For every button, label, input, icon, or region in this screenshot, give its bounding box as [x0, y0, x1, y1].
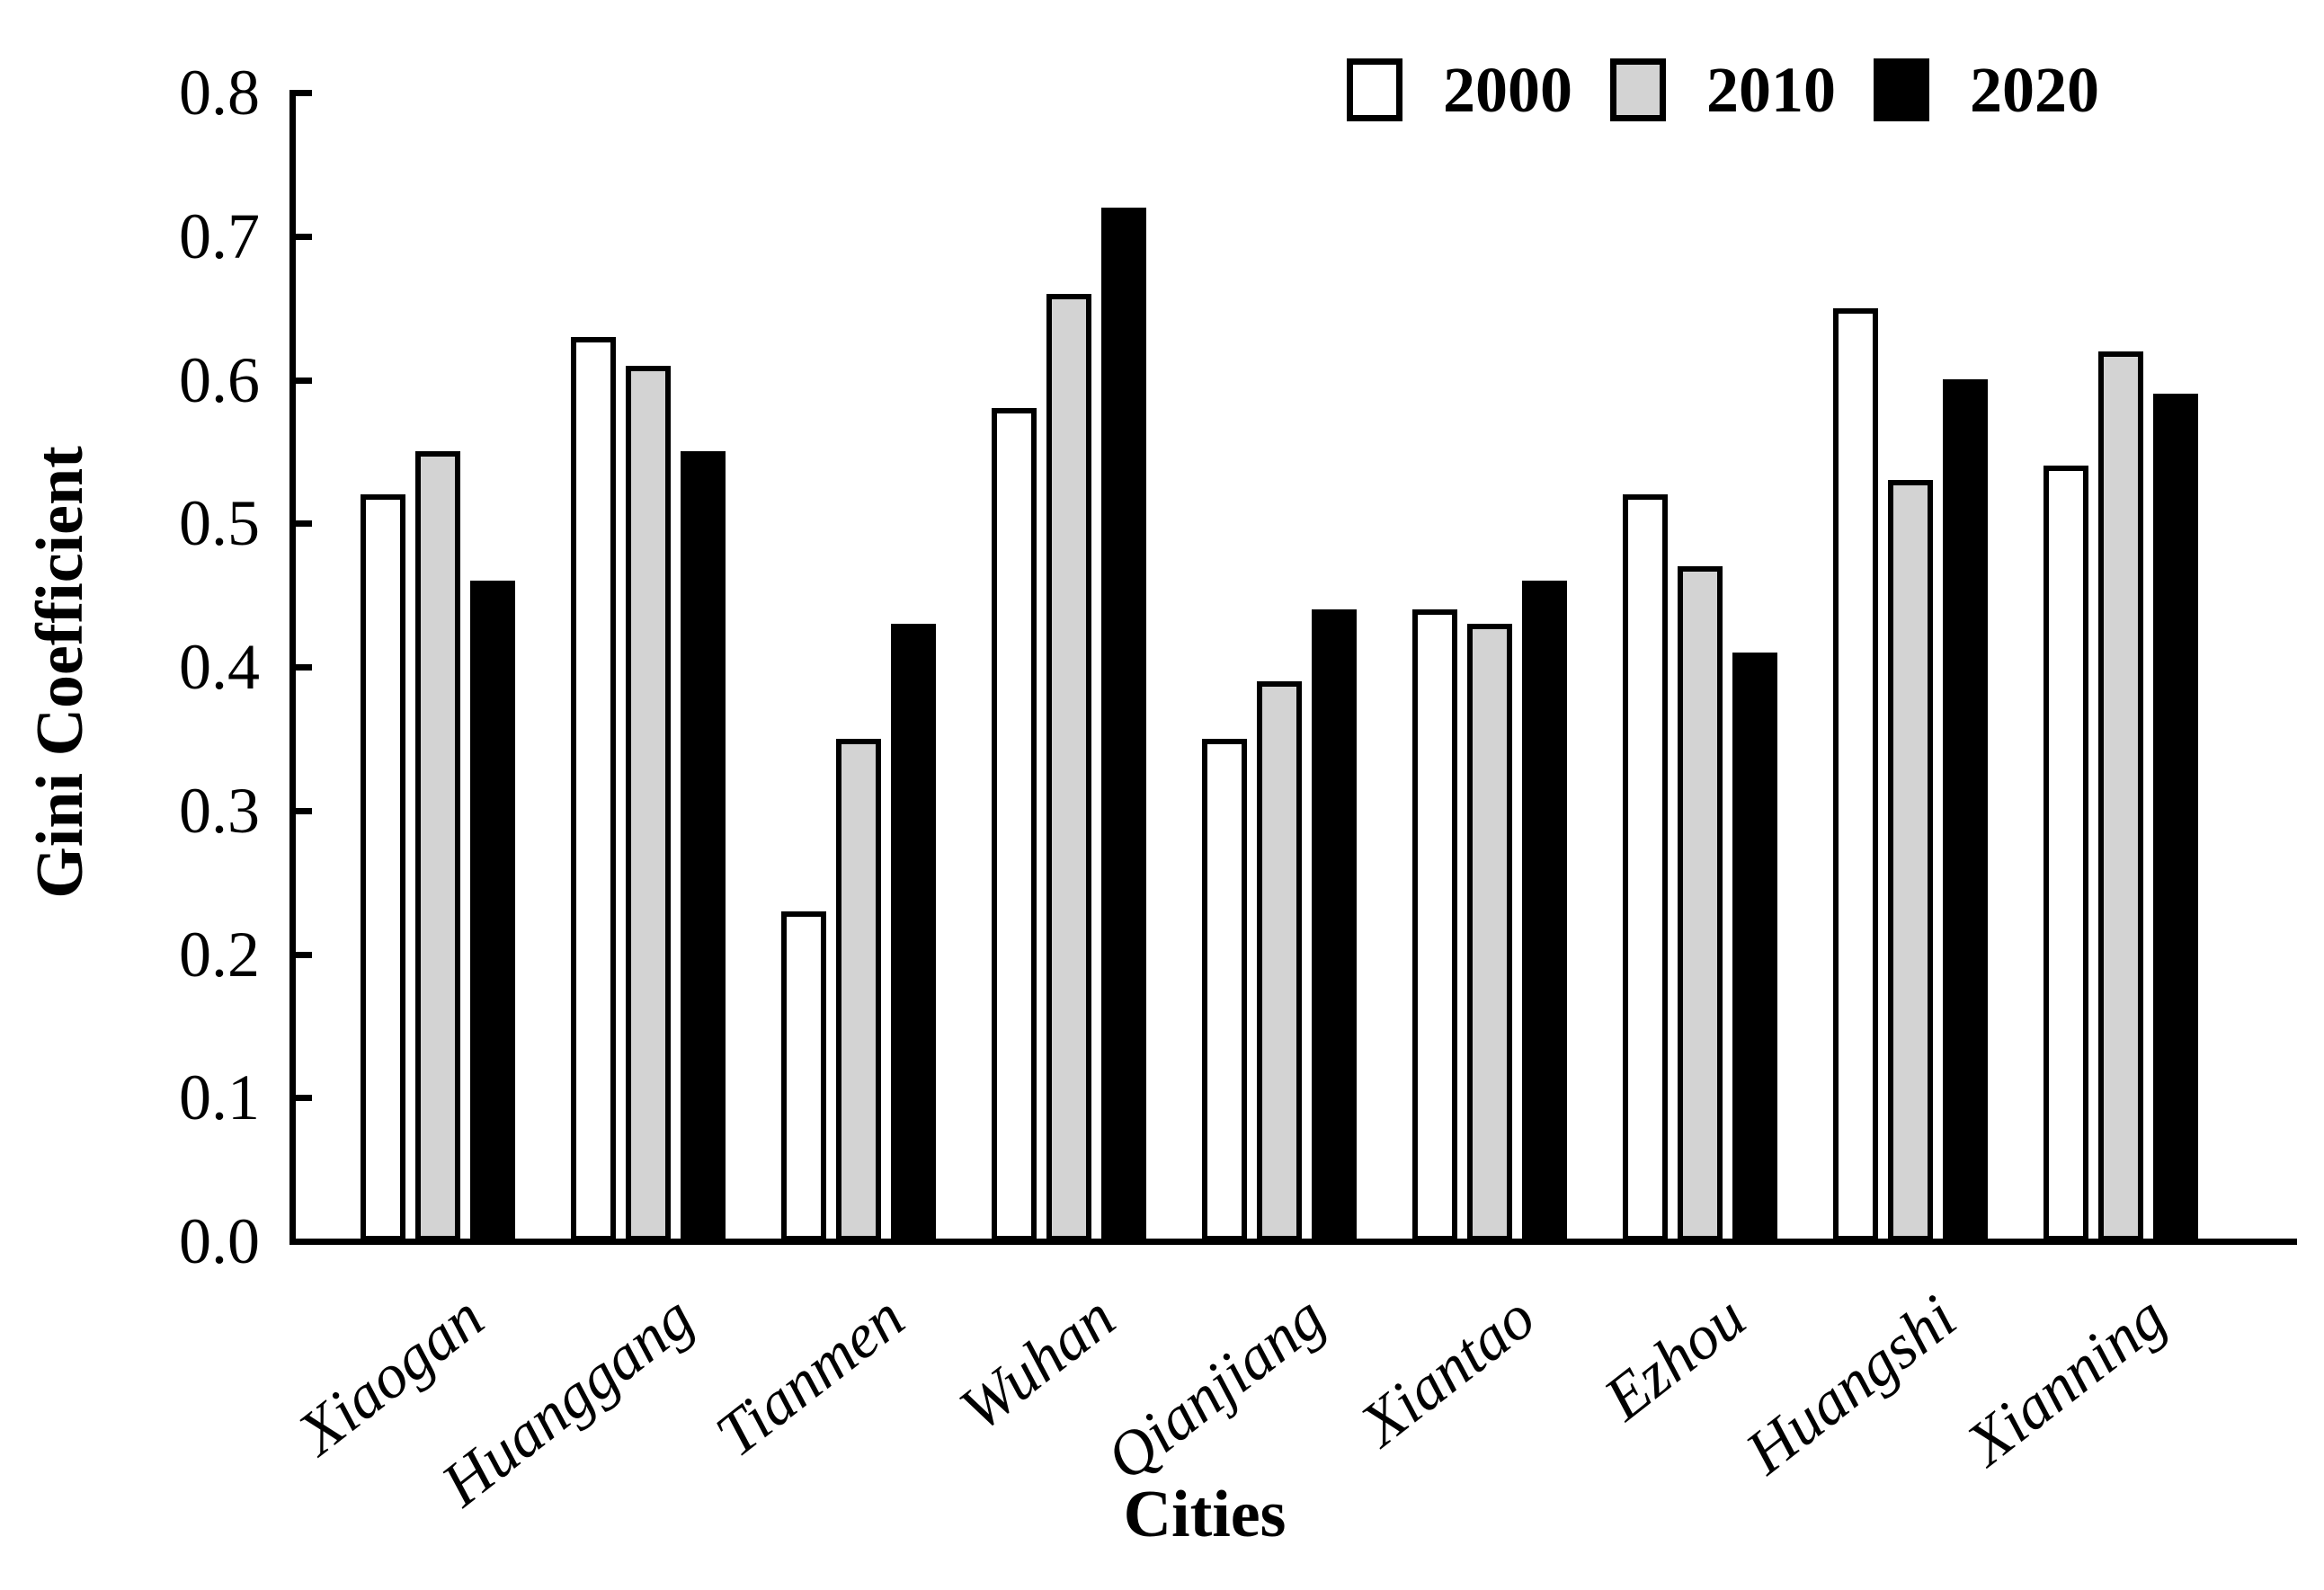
x-tick-label-ezhou: Ezhou — [1591, 1282, 1759, 1435]
bar-qianjiang-2000 — [1202, 739, 1247, 1241]
bar-xianning-2020 — [2153, 394, 2198, 1241]
x-tick-label-wuhan: Wuhan — [947, 1282, 1127, 1445]
bar-huangshi-2000 — [1833, 308, 1878, 1241]
x-tick-label-huangshi: Huangshi — [1733, 1282, 1969, 1488]
bar-wuhan-2020 — [1101, 208, 1146, 1241]
legend-item-2010: 2010 — [1610, 58, 1836, 122]
y-tick-mark — [296, 233, 312, 240]
y-tick-mark — [296, 1239, 312, 1245]
bar-huanggang-2020 — [681, 451, 726, 1241]
legend-swatch-2010 — [1610, 58, 1666, 121]
y-tick-label: 0.6 — [179, 343, 260, 416]
y-tick-mark — [296, 520, 312, 528]
y-tick-label: 0.2 — [179, 918, 260, 990]
x-tick-label-xianning: Xianning — [1954, 1282, 2179, 1479]
bar-huangshi-2020 — [1943, 379, 1988, 1241]
x-tick-label-tianmen: Tianmen — [703, 1282, 917, 1470]
legend-label-2000: 2000 — [1443, 54, 1572, 126]
y-tick-mark — [296, 951, 312, 958]
y-tick-label: 0.8 — [179, 57, 260, 129]
y-tick-label: 0.4 — [179, 631, 260, 703]
legend: 2000 2010 2020 — [1347, 58, 2137, 122]
legend-label-2010: 2010 — [1706, 54, 1836, 126]
y-tick-label: 0.0 — [179, 1205, 260, 1277]
bar-huangshi-2010 — [1888, 480, 1933, 1241]
bar-qianjiang-2010 — [1257, 681, 1302, 1241]
x-axis-line — [289, 1239, 2297, 1245]
bar-wuhan-2010 — [1046, 294, 1091, 1241]
y-tick-mark — [296, 1095, 312, 1102]
y-tick-mark — [296, 90, 312, 96]
bar-qianjiang-2020 — [1312, 609, 1357, 1241]
bar-ezhou-2020 — [1732, 653, 1777, 1241]
y-tick-label: 0.1 — [179, 1061, 260, 1134]
bar-xianning-2000 — [2044, 466, 2088, 1241]
y-tick-label: 0.7 — [179, 200, 260, 272]
x-tick-label-xiantao: Xiantao — [1348, 1282, 1548, 1460]
bar-xiaogan-2000 — [361, 494, 405, 1241]
bar-tianmen-2020 — [891, 624, 936, 1241]
bar-tianmen-2000 — [781, 911, 826, 1241]
y-tick-mark — [296, 664, 312, 671]
bar-ezhou-2000 — [1623, 494, 1668, 1241]
y-tick-label: 0.5 — [179, 487, 260, 560]
bar-huanggang-2010 — [626, 366, 671, 1241]
y-axis-title: Gini Coefficient — [23, 446, 97, 899]
x-axis-title: Cities — [1123, 1478, 1287, 1551]
bar-xiaogan-2020 — [470, 581, 515, 1241]
bar-ezhou-2010 — [1678, 566, 1723, 1241]
legend-item-2020: 2020 — [1874, 58, 2099, 122]
legend-item-2000: 2000 — [1347, 58, 1572, 122]
legend-label-2020: 2020 — [1970, 54, 2099, 126]
bar-wuhan-2000 — [992, 408, 1037, 1241]
y-tick-mark — [296, 807, 312, 814]
x-tick-label-qianjiang: Qianjiang — [1093, 1282, 1338, 1495]
y-tick-mark — [296, 377, 312, 384]
bar-xianning-2010 — [2098, 351, 2143, 1241]
bar-huanggang-2000 — [571, 337, 616, 1241]
legend-swatch-2000 — [1347, 58, 1402, 121]
legend-swatch-2020 — [1874, 58, 1929, 121]
y-tick-label: 0.3 — [179, 774, 260, 847]
bar-xiantao-2000 — [1412, 609, 1457, 1241]
bar-xiaogan-2010 — [415, 451, 460, 1241]
bar-xiantao-2020 — [1522, 581, 1567, 1241]
bar-tianmen-2010 — [836, 739, 881, 1241]
bar-xiantao-2010 — [1467, 624, 1512, 1241]
y-axis-line — [289, 90, 296, 1244]
